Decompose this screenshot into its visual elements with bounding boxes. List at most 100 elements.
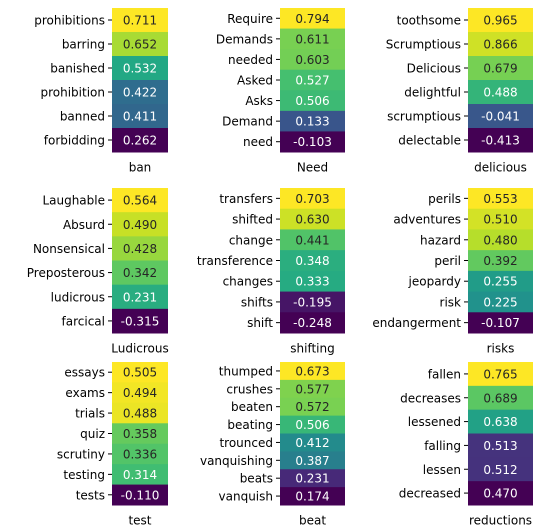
row-label: decreases (400, 391, 461, 405)
cell-label: 0.488 (483, 86, 517, 100)
row-label: lessened (408, 415, 461, 429)
row-label: Asks (245, 94, 273, 108)
row-label: Scrumptious (386, 38, 461, 52)
row-label: risk (440, 295, 462, 309)
row-label: Asked (237, 74, 273, 88)
x-label: test (128, 514, 151, 526)
cell-label: 0.358 (123, 427, 157, 441)
row-label: transference (197, 254, 273, 268)
cell-label: 0.336 (123, 447, 157, 461)
heatmap-cell (468, 291, 533, 313)
row-label: transfers (219, 192, 273, 206)
row-label: shifts (241, 295, 273, 309)
heatmap-cell (112, 80, 168, 105)
row-label: perils (428, 192, 461, 206)
heatmap-cell (280, 415, 345, 434)
row-label: shift (247, 316, 273, 330)
cell-label: 0.480 (483, 233, 517, 247)
cell-label: 0.488 (123, 407, 157, 421)
row-label: Require (227, 12, 273, 26)
cell-label: 0.411 (123, 110, 157, 124)
cell-label: 0.673 (295, 364, 329, 378)
cell-label: -0.107 (481, 316, 520, 330)
cell-label: 0.342 (123, 266, 157, 280)
heatmap-cell (280, 28, 345, 50)
cell-label: 0.314 (123, 468, 157, 482)
heatmap-cell (112, 104, 168, 129)
cell-label: -0.248 (293, 316, 332, 330)
cell-label: 0.652 (123, 38, 157, 52)
heatmap-cell (280, 362, 345, 381)
heatmap-cell (468, 188, 533, 210)
row-label: adventures (393, 213, 461, 227)
heatmap-cell (468, 362, 533, 387)
cell-label: 0.231 (295, 472, 329, 486)
heatmap-cell (280, 250, 345, 272)
heatmap-cell (468, 409, 533, 434)
row-label: Delicious (407, 62, 461, 76)
row-label: delectable (398, 134, 461, 148)
row-label: essays (64, 366, 105, 380)
row-label: change (229, 233, 273, 247)
row-label: trials (75, 407, 105, 421)
cell-label: 0.505 (123, 366, 157, 380)
cell-label: 0.506 (295, 418, 329, 432)
heatmap-cell (280, 379, 345, 399)
heatmap-cell (280, 69, 345, 91)
heatmap-cell (468, 270, 533, 293)
row-label: tests (76, 488, 105, 502)
heatmap-cell (112, 423, 168, 445)
heatmap-cell (468, 457, 533, 482)
cell-label: 0.441 (295, 233, 329, 247)
row-label: crushes (226, 382, 273, 396)
row-label: thumped (219, 364, 273, 378)
cell-label: 0.512 (483, 463, 517, 477)
heatmap-cell (112, 382, 168, 404)
cell-label: 0.577 (295, 382, 329, 396)
cell-label: 0.387 (295, 454, 329, 468)
row-label: jeopardy (408, 275, 461, 289)
cell-label: 0.965 (483, 14, 517, 28)
x-label: Need (297, 161, 328, 175)
heatmap-cell (112, 188, 168, 213)
heatmap-cell (112, 443, 168, 465)
row-label: hazard (420, 233, 461, 247)
cell-label: 0.703 (295, 192, 329, 206)
row-label: Demand (222, 115, 273, 129)
heatmap-cell (468, 104, 533, 129)
row-label: Laughable (42, 194, 105, 208)
cell-label: 0.392 (483, 254, 517, 268)
heatmap-cell (468, 56, 533, 81)
heatmap-cell (468, 250, 533, 272)
cell-label: 0.765 (483, 367, 517, 381)
row-label: beats (240, 472, 273, 486)
cell-label: 0.794 (295, 12, 329, 26)
cell-label: 0.553 (483, 192, 517, 206)
cell-label: 0.689 (483, 391, 517, 405)
cell-label: 0.564 (123, 194, 157, 208)
heatmap-cell (112, 402, 168, 424)
row-label: falling (424, 439, 461, 453)
cell-label: 0.494 (123, 386, 157, 400)
heatmap-cell (112, 464, 168, 486)
heatmap-cell (112, 284, 168, 310)
row-label: Absurd (63, 218, 105, 232)
heatmap-cell (468, 32, 533, 57)
row-label: farcical (62, 314, 105, 328)
heatmap-cell (112, 212, 168, 237)
row-label: scrumptious (387, 110, 461, 124)
row-label: toothsome (397, 14, 461, 28)
x-label: risks (487, 342, 515, 356)
cell-label: -0.103 (293, 135, 332, 149)
heatmap-cell (280, 487, 345, 506)
cell-label: 0.711 (123, 14, 157, 28)
row-label: shifted (232, 213, 273, 227)
heatmap-cell (280, 270, 345, 293)
cell-label: -0.195 (293, 295, 332, 309)
x-label: shifting (290, 342, 334, 356)
row-label: barring (62, 38, 105, 52)
cell-label: 0.412 (295, 436, 329, 450)
row-label: testing (63, 468, 105, 482)
x-label: beat (299, 514, 326, 526)
